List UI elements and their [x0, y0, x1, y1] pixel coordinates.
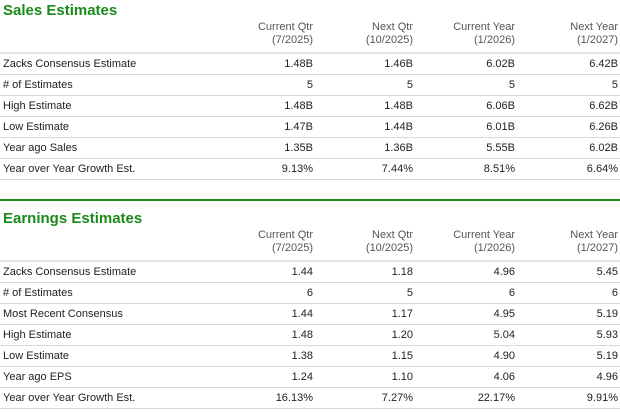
- table-row: Zacks Consensus Estimate 1.48B 1.46B 6.0…: [0, 53, 620, 75]
- column-header-current-qtr: Current Qtr (7/2025): [230, 21, 315, 54]
- cell-value: 5.19: [517, 303, 620, 325]
- cell-value: 1.36B: [315, 137, 415, 159]
- cell-value: 1.35B: [230, 137, 315, 159]
- cell-value: 1.38: [230, 345, 315, 367]
- cell-value: 9.91%: [517, 387, 620, 409]
- cell-value: 4.96: [517, 366, 620, 388]
- label-column-header: [0, 229, 230, 262]
- cell-value: 4.95: [415, 303, 517, 325]
- cell-value: 1.44: [230, 303, 315, 325]
- cell-value: 5: [517, 74, 620, 96]
- cell-value: 6.64%: [517, 158, 620, 180]
- row-label: # of Estimates: [0, 74, 230, 96]
- cell-value: 1.48B: [230, 53, 315, 75]
- cell-value: 1.46B: [315, 53, 415, 75]
- cell-value: 6: [517, 282, 620, 304]
- cell-value: 9.13%: [230, 158, 315, 180]
- cell-value: 6.42B: [517, 53, 620, 75]
- cell-value: 5: [415, 74, 517, 96]
- column-header-next-year: Next Year (1/2027): [517, 229, 620, 262]
- sales-estimates-section: Sales Estimates Current Qtr (7/2025) Next…: [0, 0, 620, 180]
- section-divider: [0, 199, 620, 201]
- row-label: Year over Year Growth Est.: [0, 387, 230, 409]
- column-header-current-year: Current Year (1/2026): [415, 229, 517, 262]
- row-label: Low Estimate: [0, 116, 230, 138]
- row-label: High Estimate: [0, 95, 230, 117]
- sales-estimates-table: Current Qtr (7/2025) Next Qtr (10/2025) Cu…: [0, 21, 620, 180]
- cell-value: 6.62B: [517, 95, 620, 117]
- row-label: Zacks Consensus Estimate: [0, 53, 230, 75]
- earnings-estimates-table: Current Qtr (7/2025) Next Qtr (10/2025) Cu…: [0, 229, 620, 409]
- table-row: High Estimate 1.48 1.20 5.04 5.93: [0, 324, 620, 346]
- cell-value: 1.48B: [230, 95, 315, 117]
- label-column-header: [0, 21, 230, 54]
- table-row: Year ago EPS 1.24 1.10 4.06 4.96: [0, 366, 620, 388]
- cell-value: 5: [230, 74, 315, 96]
- cell-value: 4.96: [415, 261, 517, 283]
- cell-value: 5: [315, 74, 415, 96]
- row-label: Most Recent Consensus: [0, 303, 230, 325]
- cell-value: 1.17: [315, 303, 415, 325]
- cell-value: 6.02B: [415, 53, 517, 75]
- cell-value: 6: [415, 282, 517, 304]
- column-header-next-year: Next Year (1/2027): [517, 21, 620, 54]
- cell-value: 5.45: [517, 261, 620, 283]
- cell-value: 6.06B: [415, 95, 517, 117]
- column-header-next-qtr: Next Qtr (10/2025): [315, 229, 415, 262]
- row-label: Year ago EPS: [0, 366, 230, 388]
- cell-value: 5.19: [517, 345, 620, 367]
- cell-value: 4.06: [415, 366, 517, 388]
- table-row: High Estimate 1.48B 1.48B 6.06B 6.62B: [0, 95, 620, 117]
- cell-value: 1.24: [230, 366, 315, 388]
- table-row: Year over Year Growth Est. 16.13% 7.27% …: [0, 387, 620, 409]
- cell-value: 1.48B: [315, 95, 415, 117]
- cell-value: 6.26B: [517, 116, 620, 138]
- cell-value: 1.47B: [230, 116, 315, 138]
- cell-value: 6.02B: [517, 137, 620, 159]
- row-label: Year ago Sales: [0, 137, 230, 159]
- cell-value: 8.51%: [415, 158, 517, 180]
- column-header-next-qtr: Next Qtr (10/2025): [315, 21, 415, 54]
- table-row: Most Recent Consensus 1.44 1.17 4.95 5.1…: [0, 303, 620, 325]
- row-label: Year over Year Growth Est.: [0, 158, 230, 180]
- cell-value: 6.01B: [415, 116, 517, 138]
- row-label: High Estimate: [0, 324, 230, 346]
- cell-value: 1.20: [315, 324, 415, 346]
- cell-value: 5.04: [415, 324, 517, 346]
- cell-value: 1.15: [315, 345, 415, 367]
- cell-value: 7.27%: [315, 387, 415, 409]
- row-label: Low Estimate: [0, 345, 230, 367]
- table-row: Year ago Sales 1.35B 1.36B 5.55B 6.02B: [0, 137, 620, 159]
- cell-value: 1.10: [315, 366, 415, 388]
- column-header-current-qtr: Current Qtr (7/2025): [230, 229, 315, 262]
- table-row: Year over Year Growth Est. 9.13% 7.44% 8…: [0, 158, 620, 180]
- table-header-row: Current Qtr (7/2025) Next Qtr (10/2025) Cu…: [0, 229, 620, 262]
- cell-value: 5: [315, 282, 415, 304]
- earnings-estimates-section: Earnings Estimates Current Qtr (7/2025) N…: [0, 199, 620, 409]
- cell-value: 7.44%: [315, 158, 415, 180]
- cell-value: 1.48: [230, 324, 315, 346]
- cell-value: 1.44B: [315, 116, 415, 138]
- cell-value: 1.18: [315, 261, 415, 283]
- cell-value: 1.44: [230, 261, 315, 283]
- table-row: Zacks Consensus Estimate 1.44 1.18 4.96 …: [0, 261, 620, 283]
- cell-value: 22.17%: [415, 387, 517, 409]
- cell-value: 6: [230, 282, 315, 304]
- table-row: # of Estimates 5 5 5 5: [0, 74, 620, 96]
- cell-value: 4.90: [415, 345, 517, 367]
- column-header-current-year: Current Year (1/2026): [415, 21, 517, 54]
- row-label: Zacks Consensus Estimate: [0, 261, 230, 283]
- cell-value: 16.13%: [230, 387, 315, 409]
- table-row: # of Estimates 6 5 6 6: [0, 282, 620, 304]
- table-row: Low Estimate 1.47B 1.44B 6.01B 6.26B: [0, 116, 620, 138]
- cell-value: 5.93: [517, 324, 620, 346]
- sales-estimates-title: Sales Estimates: [3, 2, 118, 19]
- table-header-row: Current Qtr (7/2025) Next Qtr (10/2025) Cu…: [0, 21, 620, 54]
- earnings-estimates-title: Earnings Estimates: [3, 210, 143, 227]
- table-row: Low Estimate 1.38 1.15 4.90 5.19: [0, 345, 620, 367]
- cell-value: 5.55B: [415, 137, 517, 159]
- row-label: # of Estimates: [0, 282, 230, 304]
